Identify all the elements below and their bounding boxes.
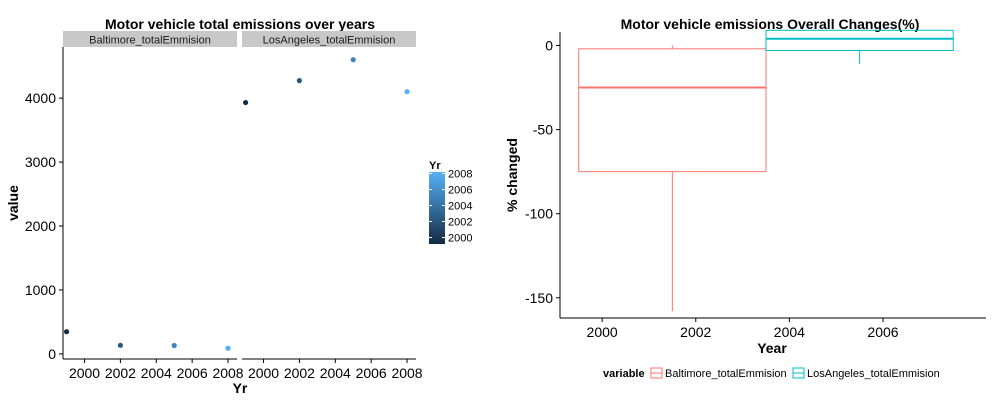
right-y-axis-label: % changed <box>504 138 520 212</box>
right-y-tick-label: -150 <box>525 290 553 306</box>
left-x-axis-label: Yr <box>233 380 248 396</box>
yr-legend-labels: 2008 2006 2004 2002 2000 <box>429 169 472 245</box>
data-point <box>404 89 410 95</box>
x-tick-label: 2002 <box>284 365 315 381</box>
x-tick-label: 2008 <box>391 365 422 381</box>
legend-label-baltimore: Baltimore_totalEmmision <box>665 368 787 380</box>
facet2-points <box>242 57 410 106</box>
yr-legend-label: 2000 <box>448 233 472 245</box>
right-boxes <box>578 29 954 312</box>
left-y-tick-label: 4000 <box>25 90 56 106</box>
facet-label-losangeles: LosAngeles_totalEmmision <box>263 35 396 47</box>
data-point <box>63 329 70 335</box>
right-chart: Motor vehicle emissions Overall Changes(… <box>504 16 986 380</box>
right-x-axis-label: Year <box>757 340 787 356</box>
right-chart-title: Motor vehicle emissions Overall Changes(… <box>621 16 920 32</box>
yr-legend-label: 2004 <box>448 201 472 213</box>
right-x-tick-label: 2006 <box>867 324 898 340</box>
data-point <box>171 342 177 349</box>
facet1-points <box>63 329 231 351</box>
x-tick-label: 2000 <box>248 365 279 381</box>
facet-strip-baltimore <box>63 31 237 47</box>
data-point <box>117 342 124 348</box>
facet1-x-ticks: 2000 2002 2004 2006 2008 <box>69 359 244 381</box>
legend-label-losangeles: LosAngeles_totalEmmision <box>807 368 940 380</box>
yr-legend-label: 2002 <box>448 217 472 229</box>
right-y-ticks: 0 -50 -100 -150 <box>525 37 560 306</box>
right-x-tick-label: 2002 <box>680 324 711 340</box>
variable-legend-title: variable <box>603 368 645 380</box>
left-y-tick-label: 2000 <box>25 218 56 234</box>
right-x-tick-label: 2000 <box>587 324 618 340</box>
x-tick-label: 2008 <box>212 365 243 381</box>
facet-strip-losangeles <box>242 31 416 47</box>
left-y-tick-label: 0 <box>48 346 56 362</box>
right-x-tick-label: 2004 <box>774 324 805 340</box>
left-y-tick-label: 3000 <box>25 154 56 170</box>
right-y-tick-label: 0 <box>545 37 553 53</box>
yr-legend: Yr 2008 2006 2004 2002 2000 <box>429 160 472 245</box>
x-tick-label: 2006 <box>356 365 387 381</box>
left-y-tick-label: 1000 <box>25 282 56 298</box>
left-y-axis-label: value <box>5 185 21 221</box>
yr-legend-label: 2006 <box>448 185 472 197</box>
x-tick-label: 2004 <box>141 365 172 381</box>
facet-label-baltimore: Baltimore_totalEmmision <box>89 35 211 47</box>
yr-legend-label: 2008 <box>448 169 472 181</box>
right-x-ticks: 2000 2002 2004 2006 <box>587 318 899 340</box>
facet2-x-ticks: 2000 2002 2004 2006 2008 <box>248 359 423 381</box>
data-point <box>296 78 303 84</box>
left-y-ticks: 0 1000 2000 3000 4000 <box>25 90 63 362</box>
box-body <box>765 29 954 52</box>
data-point <box>350 57 356 63</box>
x-tick-label: 2002 <box>105 365 136 381</box>
yr-legend-title: Yr <box>429 160 441 172</box>
data-point <box>225 345 231 351</box>
right-y-tick-label: -100 <box>525 206 553 222</box>
right-y-tick-label: -50 <box>533 122 553 138</box>
x-tick-label: 2000 <box>69 365 100 381</box>
left-chart-title: Motor vehicle total emissions over years <box>105 16 375 32</box>
box-body <box>578 48 767 173</box>
x-tick-label: 2006 <box>177 365 208 381</box>
left-chart: Motor vehicle total emissions over years… <box>5 16 472 396</box>
variable-legend: variable Baltimore_totalEmmision LosAnge… <box>603 367 940 380</box>
x-tick-label: 2004 <box>320 365 351 381</box>
data-point <box>242 99 249 106</box>
yr-colorbar <box>429 172 445 244</box>
